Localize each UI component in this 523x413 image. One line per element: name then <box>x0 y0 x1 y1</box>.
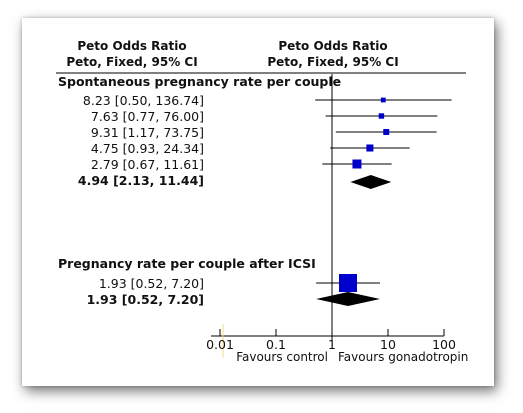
g1-study-5-ci: 2.79 [0.67, 11.61] <box>91 157 204 172</box>
g2-total-ci: 1.93 [0.52, 7.20] <box>87 292 204 307</box>
g1-total-ci: 4.94 [2.13, 11.44] <box>78 173 204 188</box>
forest-plot-card: Peto Odds Ratio Peto, Fixed, 95% CI Peto… <box>22 18 494 386</box>
forest-marks <box>315 74 452 340</box>
x-axis-ticks: 0.01 0.1 1 10 100 <box>206 329 456 352</box>
pooled-diamond-g2 <box>316 292 381 306</box>
study-marker-g1-s4 <box>366 144 374 152</box>
col2-header-line1: Peto Odds Ratio <box>278 39 387 53</box>
favours-control-label: Favours control <box>236 350 328 364</box>
pooled-diamond-g1 <box>350 175 392 189</box>
x-tick-label-10: 10 <box>380 337 396 352</box>
x-tick-label-100: 100 <box>432 337 456 352</box>
favours-treatment-label: Favours gonadotropin <box>338 350 468 364</box>
study-marker-g1-s3 <box>383 129 390 135</box>
study-marker-g2-s1 <box>338 274 357 292</box>
study-marker-g1-s1 <box>380 97 386 103</box>
col1-header-line2: Peto, Fixed, 95% CI <box>66 55 197 69</box>
group-1-title: Spontaneous pregnancy rate per couple <box>58 74 341 89</box>
g2-study-1-ci: 1.93 [0.52, 7.20] <box>99 276 204 291</box>
group-2-title: Pregnancy rate per couple after ICSI <box>58 256 316 271</box>
col1-header-line1: Peto Odds Ratio <box>77 39 186 53</box>
study-marker-g1-s5 <box>352 159 362 169</box>
g1-study-3-ci: 9.31 [1.17, 73.75] <box>91 125 204 140</box>
x-tick-label-1: 1 <box>328 337 336 352</box>
g1-study-2-ci: 7.63 [0.77, 76.00] <box>91 109 204 124</box>
x-tick-label-0.01: 0.01 <box>206 337 234 352</box>
study-marker-g1-s2 <box>378 113 385 119</box>
col2-header-line2: Peto, Fixed, 95% CI <box>267 55 398 69</box>
g1-study-1-ci: 8.23 [0.50, 136.74] <box>83 93 204 108</box>
forest-plot: Peto Odds Ratio Peto, Fixed, 95% CI Peto… <box>56 39 468 364</box>
g1-study-4-ci: 4.75 [0.93, 24.34] <box>91 141 204 156</box>
x-tick-label-0.1: 0.1 <box>266 337 286 352</box>
